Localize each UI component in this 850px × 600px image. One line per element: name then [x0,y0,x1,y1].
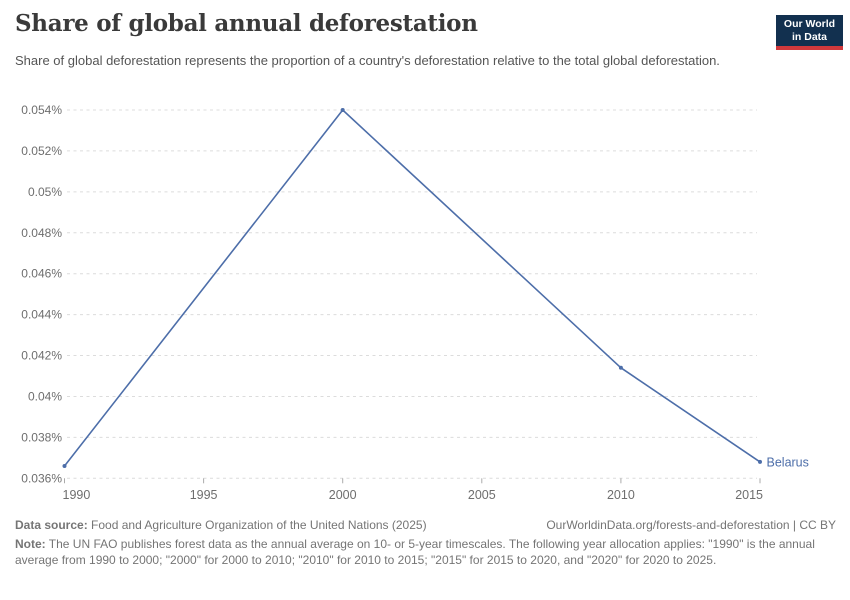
owid-logo-box: Our World in Data [776,15,843,46]
y-axis-tick-label: 0.052% [21,144,62,158]
data-point-marker [62,464,67,469]
chart-subtitle: Share of global deforestation represents… [15,53,720,68]
x-axis-tick-label: 2010 [607,488,635,502]
page-title: Share of global annual deforestation [15,10,478,37]
note-label: Note: [15,537,46,551]
data-point-marker [340,108,345,112]
citation-link[interactable]: OurWorldinData.org/forests-and-deforesta… [546,518,836,532]
owid-logo-stripe [776,46,843,50]
owid-logo[interactable]: Our World in Data [776,15,843,51]
owid-logo-line2: in Data [791,30,827,43]
data-point-marker [618,365,623,370]
y-axis-tick-label: 0.04% [28,389,62,403]
y-axis-tick-label: 0.044% [21,308,62,322]
y-axis-tick-label: 0.054% [21,103,62,117]
y-axis-tick-label: 0.05% [28,185,62,199]
series-line-belarus[interactable] [63,109,761,467]
chart-footer: Data source: Food and Agriculture Organi… [15,518,836,568]
data-point-marker [758,459,762,464]
owid-logo-line1: Our World [783,18,836,30]
y-axis-tick-label: 0.046% [21,267,62,281]
x-axis-tick-label: 1990 [63,488,91,502]
data-source-label: Data source: [15,518,88,532]
data-source-text: Food and Agriculture Organization of the… [87,518,427,532]
y-axis-tick-label: 0.038% [21,430,62,444]
x-axis-tick-label: 2000 [329,488,357,502]
x-axis-tick-label: 1995 [190,488,218,502]
data-source-line: Data source: Food and Agriculture Organi… [15,518,427,533]
x-axis-tick-label: 2015 [735,488,763,502]
y-axis-tick-label: 0.048% [21,226,62,240]
note-line: Note: The UN FAO publishes forest data a… [15,537,836,568]
x-axis-tick-label: 2005 [468,488,496,502]
note-text: The UN FAO publishes forest data as the … [15,537,815,567]
line-chart[interactable]: 0.036% 0.038% 0.04% 0.042% 0.044% 0.046% 0.048… [0,95,850,510]
y-axis-tick-label: 0.042% [21,349,62,363]
series-end-label-belarus[interactable]: Belarus [767,455,809,469]
y-axis-tick-label: 0.036% [21,471,62,485]
